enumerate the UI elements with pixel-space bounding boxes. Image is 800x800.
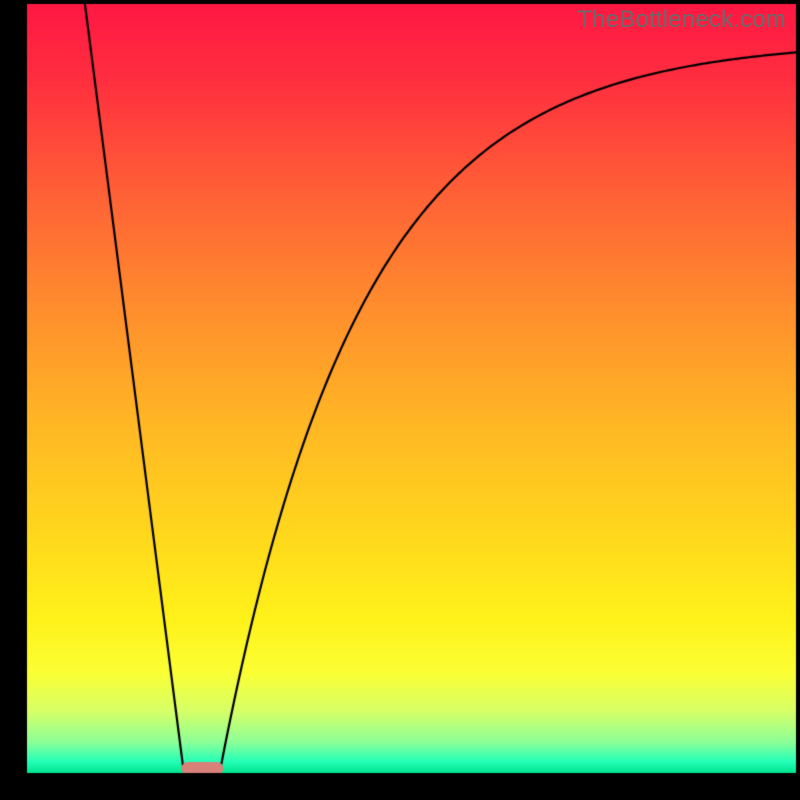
chart-canvas <box>0 0 800 800</box>
bottleneck-chart: TheBottleneck.com <box>0 0 800 800</box>
